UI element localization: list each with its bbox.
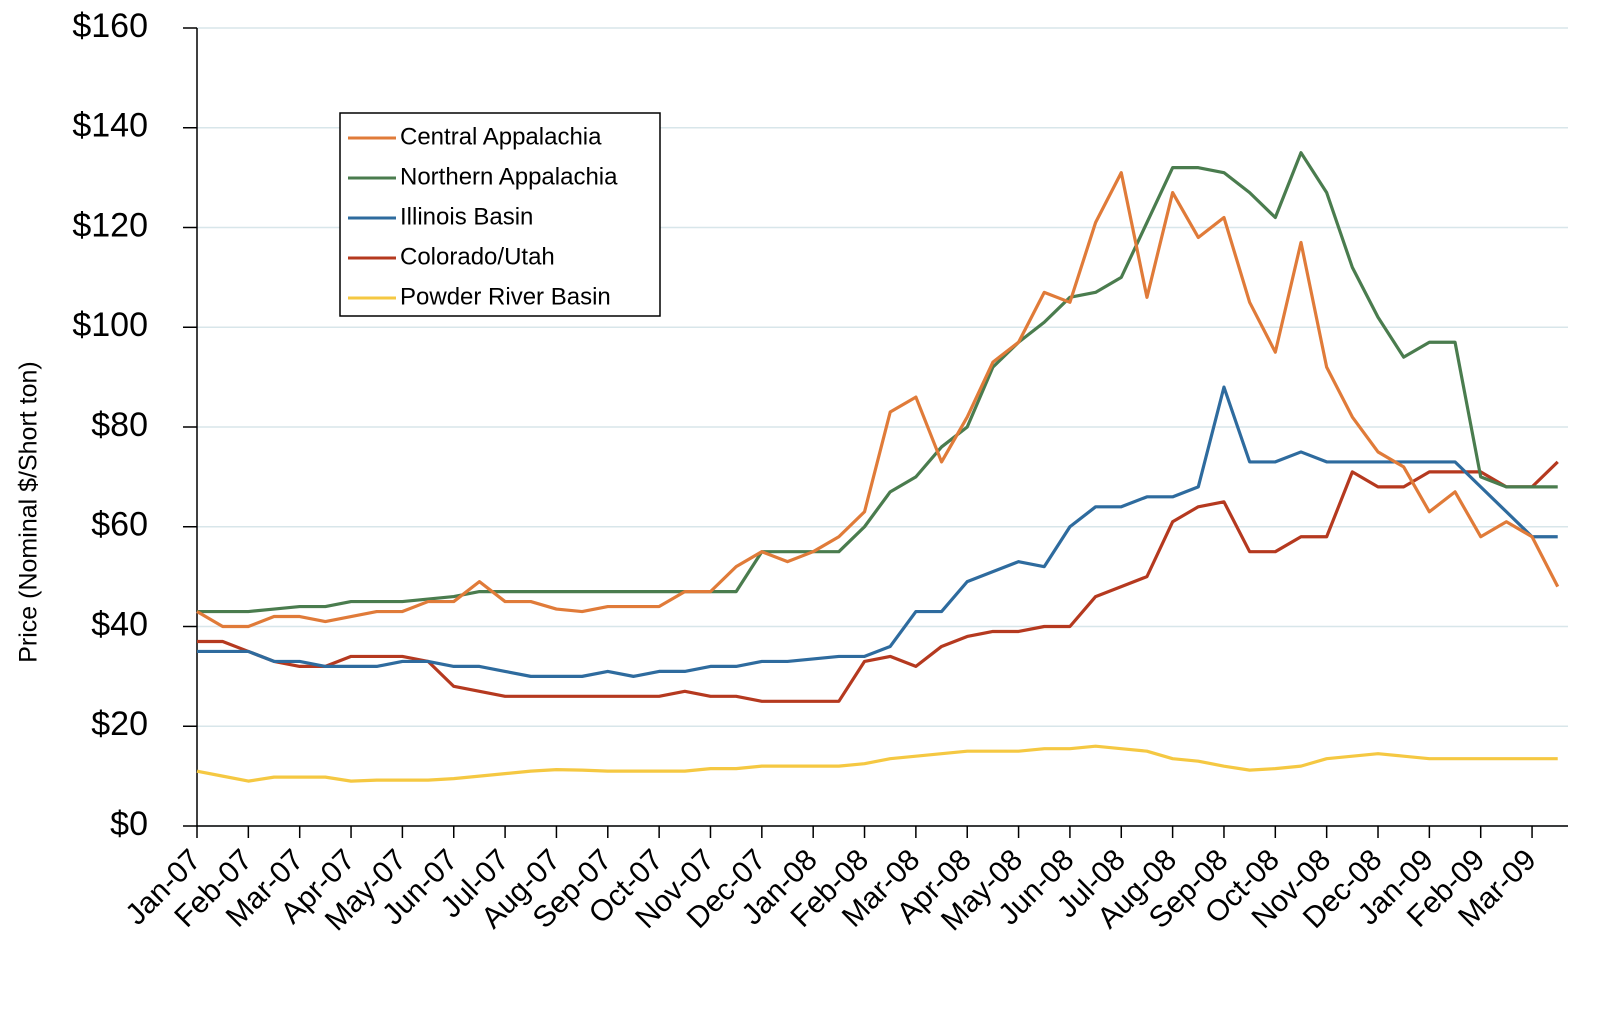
y-tick-label: $80 [91,406,148,444]
y-tick-label: $0 [110,805,148,843]
series-line [197,460,1559,703]
legend-label: Powder River Basin [400,283,611,310]
legend-label: Northern Appalachia [400,163,618,190]
legend-label: Colorado/Utah [400,243,555,270]
y-tick-label: $100 [72,306,148,344]
y-tick-label: $60 [91,506,148,544]
legend-label: Illinois Basin [400,203,533,230]
series-line [197,385,1558,678]
y-tick-label: $40 [91,605,148,643]
y-axis-label: Price (Nominal $/Short ton) [15,361,43,663]
series-line [197,151,1558,614]
series-line [196,744,1558,783]
legend-box [339,112,661,317]
series-line [196,171,1560,629]
y-tick-label: $160 [72,7,148,45]
y-tick-label: $140 [72,107,148,145]
y-tick-label: $20 [91,705,148,743]
legend-label: Central Appalachia [400,123,602,150]
legend: Central Appalachia Northern Appalachia Ill… [339,112,661,317]
y-tick-label: $120 [72,206,148,244]
